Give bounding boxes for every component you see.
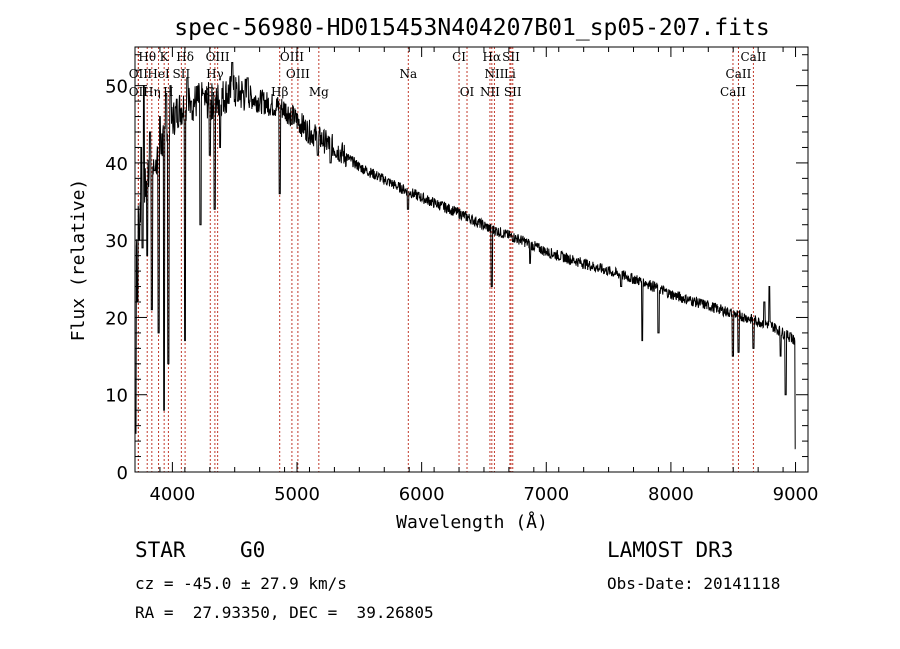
redshift-readout: cz = -45.0 ± 27.9 km/s (135, 574, 347, 593)
spectral-line-label: NII (480, 85, 500, 99)
axis-ticks: 4000 5000 6000 7000 8000 9000 0 10 20 30 40 50 (105, 47, 818, 505)
chart-title: spec-56980-HD015453N404207B01_sp05-207.f… (174, 15, 769, 41)
spectral-line-label: K (160, 50, 170, 64)
spectral-line-label: Na (399, 67, 417, 81)
coordinates-readout: RA = 27.93350, DEC = 39.26805 (135, 603, 434, 622)
y-tick-label: 20 (105, 308, 128, 329)
spectral-line-label: Hη (143, 85, 161, 99)
spectral-line-label: OI (460, 85, 475, 99)
spectral-line-label: Mg (309, 85, 329, 99)
spectral-line-label: OIII (280, 50, 304, 64)
y-tick-label: 30 (105, 231, 128, 252)
spectral-line-label: CaII (740, 50, 766, 64)
spectral-line-label: OIII (206, 50, 230, 64)
spectral-line-label: Hβ (271, 85, 288, 99)
x-tick-label: 9000 (773, 484, 819, 505)
x-tick-label: 8000 (648, 484, 694, 505)
survey-name: LAMOST DR3 (607, 538, 734, 562)
x-tick-label: 6000 (399, 484, 445, 505)
spectral-line-label: CI (452, 50, 466, 64)
x-tick-label: 5000 (274, 484, 320, 505)
spectral-line-label: Hθ (138, 50, 156, 64)
plot-frame (134, 46, 809, 473)
spectral-line-label: Hδ (176, 50, 194, 64)
spectral-line-label: Li (504, 67, 516, 81)
spectral-line-label: NII (484, 67, 504, 81)
object-class: STAR (135, 538, 186, 562)
x-tick-label: 4000 (149, 484, 195, 505)
spectral-line-label: OIII (286, 67, 310, 81)
spectral-line-label: CaII (720, 85, 746, 99)
spectral-line-label: Hγ (206, 67, 224, 81)
object-subclass: G0 (240, 538, 266, 562)
spectral-line-label: SII (173, 67, 191, 81)
x-axis-label: Wavelength (Å) (396, 511, 548, 533)
y-tick-label: 40 (105, 154, 128, 175)
x-tick-label: 7000 (523, 484, 569, 505)
spectral-line-label: Hα (483, 50, 502, 64)
spectral-line-label: H (163, 85, 173, 99)
spectral-line-label: SII (504, 85, 522, 99)
y-tick-label: 0 (117, 463, 128, 484)
spectral-line-label: HeI (147, 67, 170, 81)
spectral-line-label: SII (502, 50, 520, 64)
spectral-line-label: OII (129, 67, 149, 81)
spectral-line-label: CaII (726, 67, 752, 81)
y-axis-label: Flux (relative) (68, 179, 89, 342)
spectrum-line (135, 62, 796, 450)
y-tick-label: 50 (105, 77, 128, 98)
y-tick-label: 10 (105, 386, 128, 407)
line-markers (137, 47, 754, 472)
observation-date: Obs-Date: 20141118 (607, 574, 781, 593)
spectral-line-label: G (205, 85, 215, 99)
